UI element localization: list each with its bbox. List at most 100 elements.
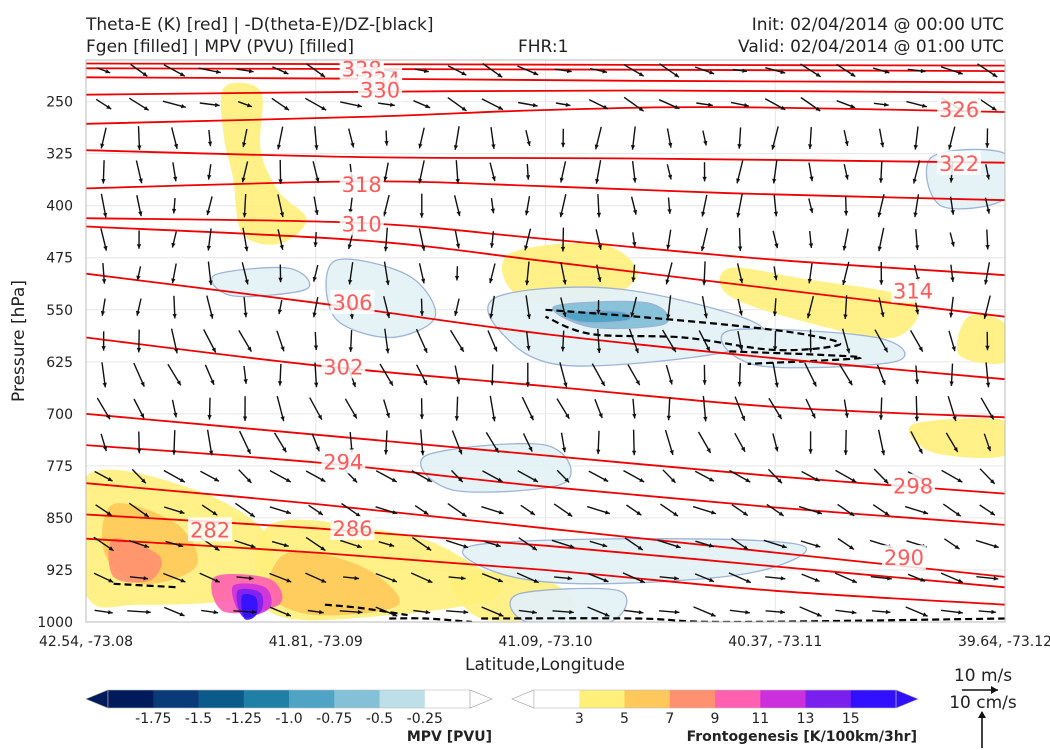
wind-vector-head [667,209,672,214]
fgen-colorbar-tick: 15 [842,711,860,727]
wind-vector-head [495,543,501,548]
wind-vector-head [743,545,749,550]
wind-vector-head [703,313,708,319]
wind-vector-head [639,578,645,583]
wind-vector-head [425,610,431,615]
wind-vector-head [600,381,605,386]
fgen-colorbar-tick: 7 [665,711,674,727]
mpv-colorbar: -1.75 -1.5 -1.25 -1.0 -0.75 -0.5 -0.25 [85,689,493,727]
wind-vector-head [171,208,177,214]
wind-vector-head [778,511,784,516]
wind-vector-head [419,311,425,316]
wind-vector-head [100,310,106,316]
mpv-colorbar-swatch [243,690,290,708]
wind-vector-head [493,346,498,352]
wind-vector-head [137,448,142,454]
wind-vector-head [745,478,751,483]
wind-vector-head [668,379,673,385]
wind-vector-head [951,346,956,352]
wind-vector-head [602,543,608,548]
wind-vector-head [208,280,213,286]
wind-vector-head [709,70,715,75]
wind-vector-head [280,416,285,422]
wind-vector-head [851,478,857,483]
contour-label-bg [188,517,233,542]
wind-vector-head [244,246,249,252]
wind-vector-head [384,141,389,146]
wind-vector-head [392,612,398,617]
wind-vector-head [456,379,461,385]
mpv-colorbar-tick: -1.0 [275,711,302,727]
wind-vector-head [461,71,467,76]
wind-vector-head [950,277,955,282]
wind-vector-head [102,382,107,388]
wind-vector-head [631,450,637,456]
wind-vector-head [777,478,782,484]
wind-vector-head [418,143,423,149]
y-axis-label: Pressure [hPa] [9,280,29,402]
x-axis-ticks: 42.54, -73.08 41.81, -73.09 41.09, -73.10 4… [39,634,1050,650]
wind-vector-head [423,510,429,515]
wind-vector-head [491,144,496,149]
wind-vector-head [278,179,283,184]
wind-vector-head [604,510,610,515]
theta-e-contour-294 [86,444,1005,526]
wind-vector-head [594,144,599,150]
wind-vector-head [742,511,748,516]
wind-vector-head [745,578,751,583]
wind-vector-head [595,178,600,184]
y-tick-label: 1000 [37,615,73,631]
wind-vector-head [983,313,988,319]
wind-vector-head [136,244,142,249]
wind-vector-head [596,449,601,455]
y-tick-label: 550 [46,303,73,319]
wind-vector-head [455,243,461,249]
wind-vector-head [781,544,787,549]
fgen-colorbar-swatch [534,690,580,708]
wind-vector-head [286,578,292,583]
wind-vector-head [284,105,289,111]
wind-vector-head [878,415,884,420]
wind-vector-head [392,510,398,515]
fgen-region [241,593,258,620]
wind-vector-head [665,279,670,285]
wind-vector-head [391,477,397,482]
wind-vector-head [674,576,679,581]
wind-vector-head [494,447,499,453]
wind-vector-head [603,578,609,583]
wind-vector-head [737,246,743,251]
mpv-colorbar-swatch [198,690,245,708]
wind-vector-head [666,314,671,320]
wind-vector-head [180,578,186,583]
wind-vector-head [669,449,674,455]
wind-vector-head [842,245,847,251]
wind-vector-head [993,576,999,581]
contour-label: 314 [893,280,933,304]
wind-vector-head [920,68,926,74]
wind-vector-head [851,578,857,583]
wind-vector-head [912,178,917,184]
x-tick-label: 41.09, -73.10 [498,634,592,650]
wind-vector-head [107,477,113,482]
contour-label: 294 [323,450,363,474]
wind-vector-head [490,380,495,386]
wind-vector-head [385,280,390,286]
wind-vector-head [843,450,848,455]
init-time: Init: 02/04/2014 @ 00:00 UTC [751,15,1004,35]
fgen-colorbar-tick: 11 [751,711,769,727]
wind-vector-head [985,345,990,351]
wind-vector-head [887,576,892,581]
theta-e-contour-338 [86,67,1005,72]
x-tick-label: 42.54, -73.08 [39,634,133,650]
wind-vector-head [850,72,856,77]
theta-e-contour-298 [86,413,1005,495]
ddz-contour [545,308,842,352]
wind-vector-head [454,275,460,281]
wind-vector-head [247,346,252,352]
theta-e-contour-290 [86,482,1005,578]
wind-vector-head [985,143,990,148]
wind-vector-head [913,144,918,150]
wind-vector-head [210,379,215,385]
fgen-colorbar-swatch [624,690,671,708]
wind-vector-head [806,313,811,319]
